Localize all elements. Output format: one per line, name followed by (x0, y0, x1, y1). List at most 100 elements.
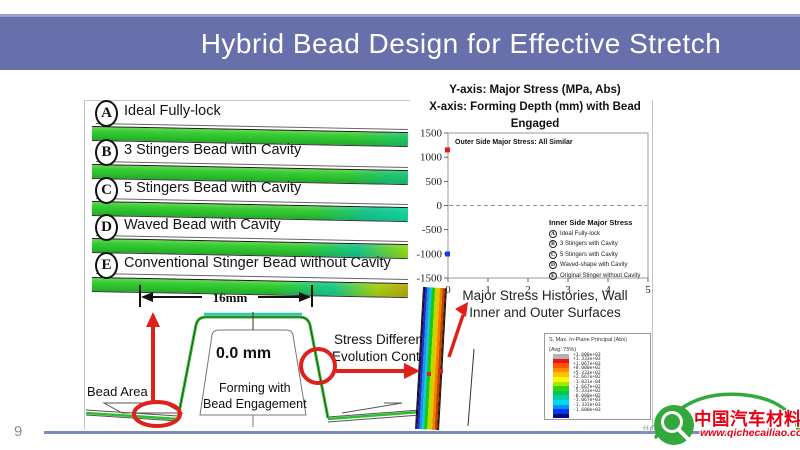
inner-stress-marker (445, 251, 450, 257)
colorbar-value: +1.067e+03 (573, 361, 601, 367)
chart-legend-title: Inner Side Major Stress (549, 218, 633, 227)
colorbar-swatch (553, 390, 569, 396)
x-tick: 3 (565, 284, 571, 296)
bead-label-b: 3 Stingers Bead with Cavity (124, 142, 302, 158)
colorbar-swatch (553, 367, 569, 373)
logo-site-url: www.qichecailiao.com (700, 427, 800, 439)
stress-note-line1: Stress Difference (334, 332, 438, 347)
colorbar-value: +5.333e+02 (573, 370, 601, 376)
bead-label-d: Waved Bead with Cavity (124, 217, 281, 233)
footer-rule (44, 431, 754, 434)
page-number: 9 (14, 423, 23, 440)
page-title: Hybrid Bead Design for Effective Stretch (200, 27, 722, 59)
legend-item: E Original Stinger without Cavity (549, 271, 640, 280)
section-reference-line (467, 348, 475, 427)
bead-badge-a: A (95, 100, 118, 127)
contour-colorbar: S, Max. In-Plane Principal (Abs) (Avg: 7… (544, 333, 651, 420)
bead-badge-b: B (95, 139, 118, 166)
colorbar-swatch (553, 404, 569, 410)
bead-badge-d: D (95, 214, 118, 241)
bead-label-c: 5 Stingers Bead with Cavity (124, 180, 302, 196)
stress-history-chart: 1500 1000 500 0 -500 -1000 -1500 0 1 2 3… (416, 128, 651, 297)
bead-badge-e: E (95, 252, 118, 279)
depth-value-label: 0.0 mm (216, 345, 272, 362)
y-tick: 0 (437, 200, 443, 212)
colorbar-value: +8.000e+02 (573, 366, 601, 372)
y-tick: -500 (422, 224, 443, 236)
colorbar-value: +2.667e+02 (573, 375, 601, 381)
y-tick: 1500 (420, 128, 443, 140)
colorbar-title-line2: (Avg: 75%) (549, 346, 577, 353)
colorbar-value: +1.600e+03 (573, 352, 601, 358)
legend-label: Waved-shape with Cavity (560, 262, 628, 268)
chart-caption-line1: Major Stress Histories, Wall (462, 288, 628, 303)
chart-legend: Inner Side Major Stress A Ideal Fully-lo… (549, 218, 640, 280)
colorbar-swatch (553, 395, 569, 400)
dimension-label: 16mm (213, 290, 248, 305)
outer-stress-marker (445, 147, 450, 153)
legend-badge: E (549, 271, 557, 280)
panel-border-right (652, 100, 653, 430)
y-tick: -1500 (416, 273, 442, 285)
colorbar-swatches (553, 354, 569, 419)
colorbar-value: -8.000e+02 (573, 393, 601, 399)
colorbar-swatch (553, 372, 569, 377)
title-bar: Hybrid Bead Design for Effective Stretch (0, 17, 800, 70)
legend-badge: A (549, 229, 557, 238)
bead-badge-c: C (95, 177, 118, 204)
stress-note-line2: Evolution Contour (332, 349, 440, 364)
x-tick: 0 (445, 284, 451, 296)
legend-item: D Waved-shape with Cavity (549, 261, 640, 269)
colorbar-swatch (553, 358, 569, 364)
legend-label: Ideal Fully-lock (560, 230, 601, 237)
colorbar-title-line1: S, Max. In-Plane Principal (Abs) (549, 337, 627, 343)
bead-cross-section (85, 312, 421, 427)
bead-label-a: Ideal Fully-lock (124, 103, 221, 119)
legend-item: B 3 Stingers with Cavity (549, 240, 640, 248)
chart-caption: Major Stress Histories, Wall Inner and O… (445, 288, 645, 321)
colorbar-value: -1.333e+03 (573, 403, 601, 409)
y-tick: 500 (426, 176, 443, 188)
chart-caption-line2: Inner and Outer Surfaces (469, 304, 621, 320)
colorbar-value: +1.333e+03 (573, 357, 601, 363)
colorbar-value: -1.600e+03 (573, 407, 601, 413)
y-axis-note: Y-axis: Major Stress (MPa, Abs) (449, 84, 621, 96)
bead-label-e: Conventional Stinger Bead without Cavity (124, 255, 391, 271)
colorbar-swatch (553, 409, 569, 414)
bead-area-label: Bead Area (87, 384, 148, 399)
y-tick: -1000 (416, 248, 442, 260)
colorbar-swatch (553, 376, 569, 382)
x-axis-note: X-axis: Forming Depth (mm) with Bead Eng… (429, 101, 641, 130)
panel-border-top (84, 100, 410, 101)
forming-caption-line1: Forming with (219, 381, 291, 395)
colorbar-value: -1.831e-04 (573, 380, 601, 386)
y-tick: 1000 (420, 152, 443, 164)
x-tick: 1 (485, 284, 491, 296)
legend-item: C 5 Stingers with Cavity (549, 250, 640, 259)
legend-item: A Ideal Fully-lock (549, 229, 640, 238)
legend-label: 5 Stingers with Cavity (560, 251, 618, 258)
x-tick: 5 (645, 284, 651, 296)
x-tick: 4 (605, 284, 611, 296)
dimension-16mm: 16mm (139, 285, 313, 307)
outer-stress-note: Outer Side Major Stress: All Similar (455, 139, 573, 146)
colorbar-swatch (553, 381, 569, 387)
site-logo (654, 392, 800, 445)
title-accent-strip (0, 14, 800, 17)
colorbar-swatch (553, 413, 569, 419)
magnifier-handle-icon (677, 428, 690, 441)
magnifier-lens-icon (661, 411, 683, 433)
colorbar-swatch (553, 354, 569, 359)
legend-badge: C (549, 250, 557, 259)
colorbar-value: -2.667e+02 (573, 384, 601, 390)
legend-badge: D (549, 261, 557, 269)
panel-border-left (84, 100, 85, 430)
colorbar-value: -5.333e+02 (573, 389, 601, 395)
legend-badge: B (549, 240, 557, 248)
colorbar-swatch (553, 399, 569, 405)
x-tick: 2 (525, 284, 531, 296)
legend-label: 3 Stingers with Cavity (560, 241, 618, 247)
logo-site-name: 中国汽车材料网 (694, 409, 800, 429)
colorbar-values: +1.600e+03 +1.333e+03 +1.067e+03 +8.000e… (573, 352, 601, 414)
